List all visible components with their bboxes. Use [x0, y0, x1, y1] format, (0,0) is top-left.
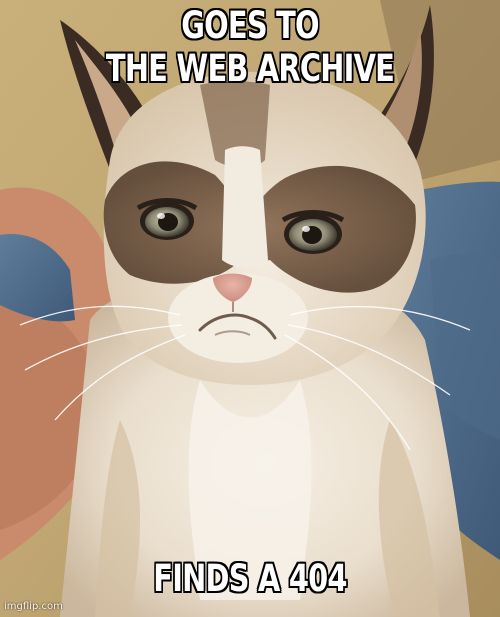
watermark: imgflip.com — [4, 601, 63, 612]
top-caption-line-1: GOES TO — [181, 4, 319, 47]
top-caption: GOES TO THE WEB ARCHIVE — [55, 4, 445, 90]
top-caption-line-2: THE WEB ARCHIVE — [105, 47, 395, 90]
bottom-caption: FINDS A 404 — [153, 557, 347, 600]
